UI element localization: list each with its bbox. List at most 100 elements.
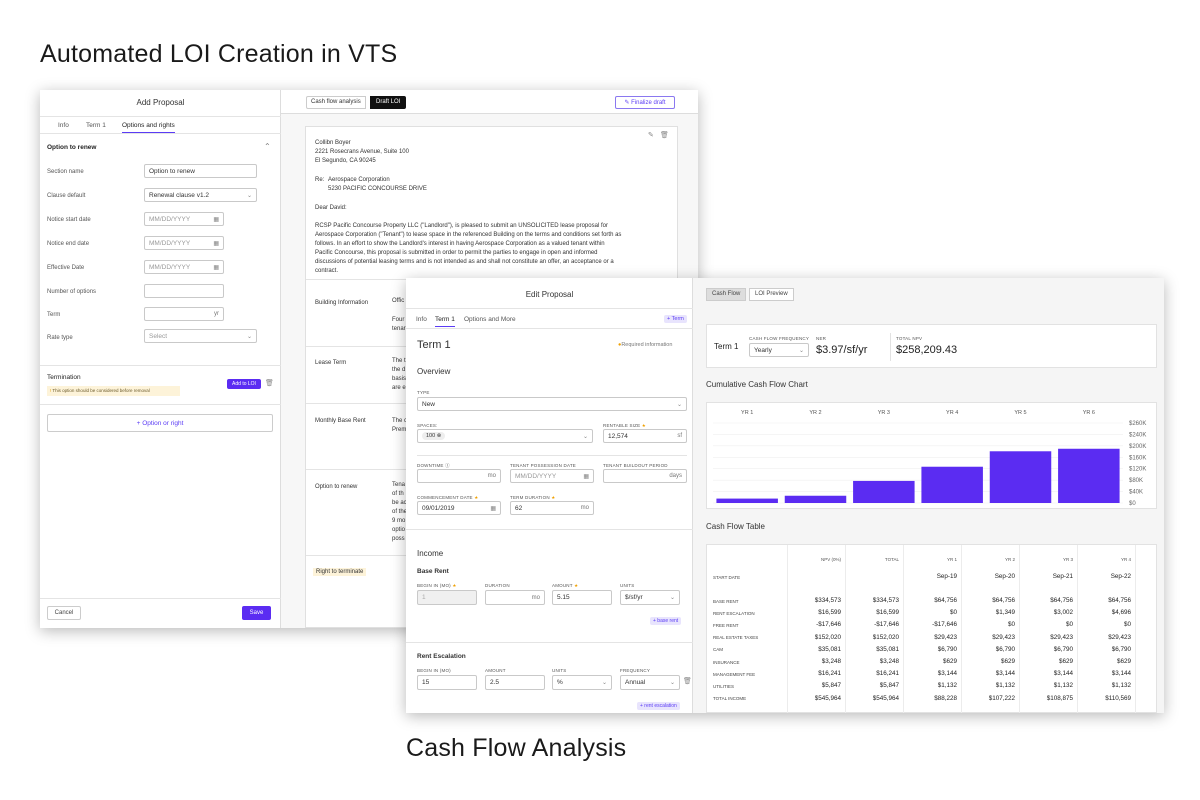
re-amount-input[interactable]: 2.5 (485, 675, 545, 690)
calendar-icon[interactable]: ▦ (583, 473, 589, 480)
body-line: follows. In an effort to show the Landlo… (315, 241, 605, 247)
required-star-icon: ★ (452, 583, 457, 588)
br-duration-input[interactable]: mo (485, 590, 545, 605)
add-base-rent-button[interactable]: + base rent (650, 617, 682, 625)
tab-term-1[interactable]: Term 1 (86, 122, 106, 129)
right-to-terminate-label: Right to terminate (313, 568, 367, 576)
table-cell: $3,144 (937, 670, 957, 678)
trash-icon[interactable]: 🗑 (660, 132, 669, 139)
npv-label: TOTAL NPV (896, 336, 923, 341)
frequency-select[interactable]: Yearly ⌄ (749, 343, 809, 357)
space-chip[interactable]: 100 ⊗ (422, 432, 446, 440)
tab-info[interactable]: Info (416, 316, 427, 323)
number-of-options-input[interactable] (144, 284, 224, 298)
trash-icon[interactable]: 🗑 (265, 380, 274, 387)
add-term-button[interactable]: + Term (664, 315, 687, 323)
edit-icon[interactable]: ✎ (648, 132, 654, 139)
br-amount-input[interactable]: 5.15 (552, 590, 612, 605)
downtime-input[interactable]: mo (417, 469, 501, 483)
section-label: Lease Term (315, 360, 347, 366)
re-begin-input[interactable]: 15 (417, 675, 477, 690)
table-cell: $629 (1116, 658, 1131, 665)
term-duration-input[interactable]: 62 mo (510, 501, 594, 515)
tab-term-1[interactable]: Term 1 (435, 316, 455, 327)
option-or-right-button[interactable]: + Option or right (47, 414, 273, 432)
calendar-icon[interactable]: ▦ (213, 216, 219, 223)
table-cell: $545,964 (872, 694, 899, 702)
finalize-draft-button[interactable]: ✎ Finalize draft (615, 96, 675, 109)
y-tick-label: $160K (1129, 455, 1146, 461)
term-input[interactable]: yr (144, 307, 224, 321)
calendar-icon[interactable]: ▦ (490, 505, 496, 512)
section-text: Prem (392, 427, 407, 433)
effective-date-ph: MM/DD/YYYY (149, 263, 191, 271)
section-label: Monthly Base Rent (315, 418, 366, 424)
buildout-input[interactable]: days (603, 469, 687, 483)
cancel-button[interactable]: Cancel (47, 606, 81, 620)
cashflow-window: Edit Proposal Info Term 1 Options and Mo… (406, 278, 1164, 713)
tab-draft-loi[interactable]: Draft LOI (370, 96, 407, 109)
br-begin-input[interactable]: 1 (417, 590, 477, 605)
calendar-icon[interactable]: ▦ (213, 240, 219, 247)
notice-start-date-input[interactable]: MM/DD/YYYY ▦ (144, 212, 224, 226)
field-label-section-name: Section name (47, 169, 84, 175)
table-row-label: MANAGEMENT FEE (713, 671, 756, 677)
re-units-select[interactable]: % ⌄ (552, 675, 612, 690)
save-button[interactable]: Save (242, 606, 271, 620)
effective-date-input[interactable]: MM/DD/YYYY ▦ (144, 260, 224, 274)
rentable-size-value: 12,574 (608, 432, 628, 440)
re-frequency-select[interactable]: Annual ⌄ (620, 675, 680, 690)
commencement-date-input[interactable]: 09/01/2019 ▦ (417, 501, 501, 515)
rate-type-select[interactable]: Select ⌄ (144, 329, 257, 343)
add-to-loi-button[interactable]: Add to LOI (227, 379, 261, 389)
table-cell: $3,002 (1053, 609, 1073, 617)
chart-bar[interactable] (716, 498, 778, 503)
section-text: basis (392, 376, 407, 382)
possession-date-input[interactable]: MM/DD/YYYY ▦ (510, 469, 594, 483)
section-text: tenar (392, 326, 406, 332)
info-icon[interactable]: ⓘ (445, 463, 450, 468)
required-star-icon: ★ (574, 583, 579, 588)
chevron-down-icon: ⌄ (601, 680, 607, 686)
br-amount-label: AMOUNT ★ (552, 583, 578, 589)
term-duration-label: TERM DURATION ★ (510, 495, 555, 501)
tab-info[interactable]: Info (58, 122, 69, 129)
chart-bar[interactable] (784, 495, 847, 503)
tab-loi-preview[interactable]: LOI Preview (749, 288, 794, 301)
chart-bar[interactable] (921, 466, 983, 503)
table-cell: $0 (1007, 621, 1015, 629)
table-row-label: BASE RENT (713, 598, 739, 604)
section-text: 9 mo (392, 518, 406, 524)
table-cell: $64,756 (992, 597, 1015, 604)
br-begin-text: BEGIN IN (MO) (417, 583, 451, 588)
tab-cash-flow-analysis[interactable]: Cash flow analysis (306, 96, 366, 109)
br-units-select[interactable]: $/sf/yr ⌄ (620, 590, 680, 605)
table-cell: $29,423 (1050, 633, 1073, 641)
chart-bar[interactable] (989, 451, 1052, 503)
required-star-icon: ★ (474, 495, 479, 500)
chevron-up-icon[interactable]: ⌃ (264, 142, 271, 151)
required-star-icon: ★ (551, 495, 556, 500)
chart-bar[interactable] (1058, 448, 1120, 503)
section-name-input[interactable]: Option to renew (144, 164, 257, 178)
spaces-select[interactable]: 100 ⊗ ⌄ (417, 429, 593, 443)
table-cell: $88,228 (934, 694, 957, 702)
tab-cash-flow[interactable]: Cash Flow (706, 288, 747, 301)
notice-end-date-input[interactable]: MM/DD/YYYY ▦ (144, 236, 224, 250)
section-text: Offic (392, 298, 405, 304)
table-cell: $64,756 (934, 597, 957, 604)
trash-icon[interactable]: 🗑 (683, 678, 692, 685)
table-cell: Sep-22 (1110, 573, 1131, 580)
calendar-icon[interactable]: ▦ (213, 264, 219, 271)
loi-toolbar: Cash flow analysis Draft LOI ✎ Finalize … (281, 90, 698, 114)
table-cell: -$17,646 (816, 621, 841, 629)
table-row-label: REAL ESTATE TAXES (713, 635, 759, 641)
tab-options-and-more[interactable]: Options and More (464, 316, 516, 323)
rentable-size-input[interactable]: 12,574 sf (603, 429, 687, 443)
tab-options-and-rights[interactable]: Options and rights (122, 122, 175, 133)
clause-default-select[interactable]: Renewal clause v1.2 ⌄ (144, 188, 257, 202)
type-select[interactable]: New ⌄ (417, 397, 687, 411)
term-title: Term 1 (417, 339, 451, 351)
chart-bar[interactable] (853, 480, 915, 503)
add-rent-escalation-button[interactable]: + rent escalation (637, 702, 680, 710)
